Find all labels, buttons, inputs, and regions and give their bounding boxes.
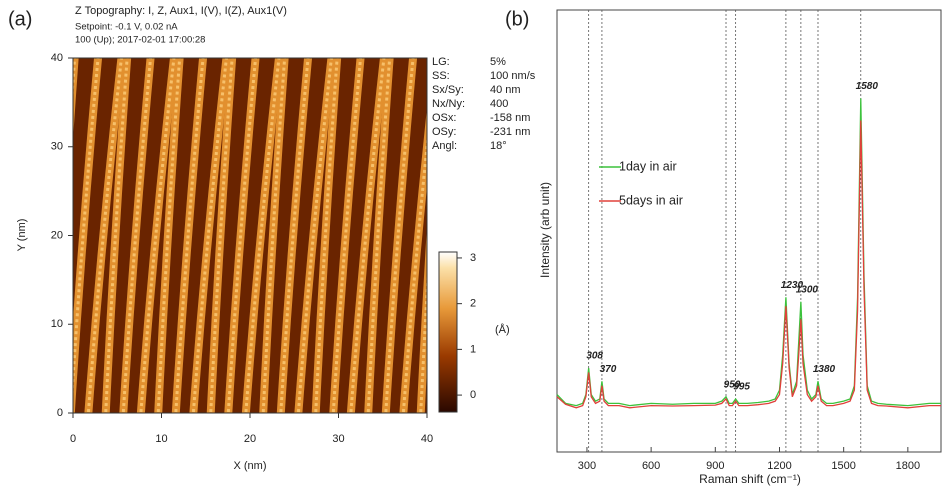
peak-label: 1380 [813,364,836,375]
peak-label: 308 [586,351,603,362]
molecular-chain-core [349,58,386,413]
parameter-name: SS: [432,70,450,82]
legend-label: 5days in air [619,193,683,207]
parameter-value: 18° [490,140,507,152]
parameter-name: Angl: [432,140,457,152]
peak-label: 1300 [796,284,819,295]
colorbar-tick-label: 2 [470,298,476,310]
series-line [556,98,941,407]
peak-label: 1580 [856,81,879,92]
parameter-name: Sx/Sy: [432,84,464,96]
parameter-name: OSy: [432,126,456,138]
molecular-chain-core [401,131,427,413]
parameter-value: 5% [490,56,506,68]
x-tick-label: 0 [70,433,76,445]
peak-label: 370 [600,364,617,375]
parameter-value: 400 [490,98,508,110]
molecular-chain-core [104,58,129,413]
x-tick-label: 30 [332,433,344,445]
parameter-name: Nx/Ny: [432,98,465,110]
molecular-chain-core [174,58,205,413]
subtitle: Setpoint: -0.1 V, 0.02 nA [75,22,178,33]
peak-label: 950 [724,379,741,390]
x-tick-label: 1500 [831,460,855,472]
parameter-name: LG: [432,56,450,68]
colorbar-label: (Å) [495,323,510,336]
series-line [556,120,941,409]
molecular-chain-core [121,58,153,413]
y-tick-label: 0 [57,407,63,419]
molecular-chain-core [244,58,281,413]
panel-label: (b) [505,8,529,30]
x-tick-label: 1200 [767,460,791,472]
molecular-chain-core [366,58,392,413]
molecular-chain-core [73,58,100,402]
y-axis-label: Intensity (arb unit) [538,182,552,278]
peak-label: 995 [733,382,750,393]
x-tick-label: 600 [642,460,660,472]
molecular-chain-core [384,58,415,413]
legend-label: 1day in air [619,159,677,173]
x-tick-label: 40 [421,433,433,445]
parameter-value: 40 nm [490,84,521,96]
peak-label: 1230 [781,280,804,291]
x-tick-label: 20 [244,433,256,445]
chart-title: Z Topography: I, Z, Aux1, I(V), I(Z), Au… [75,5,287,17]
molecular-chain-core [209,58,234,413]
y-tick-label: 30 [51,141,63,153]
molecular-chain-core [156,58,182,413]
molecular-chain-core [296,58,333,413]
panel-label: (a) [8,8,32,30]
molecular-chain-core [331,58,363,413]
plot-frame [556,9,942,453]
molecular-chain-core [226,58,258,413]
x-tick-label: 10 [155,433,167,445]
y-tick-label: 10 [51,318,63,330]
colorbar [438,251,458,413]
molecular-chain-core [191,58,228,413]
parameter-value: 100 nm/s [490,70,536,82]
colorbar-tick-label: 1 [470,343,476,355]
molecular-chain-core [86,58,123,413]
x-axis-label: Raman shift (cm⁻¹) [699,472,801,486]
x-tick-label: 900 [706,460,724,472]
stripes [73,58,427,413]
molecular-chain-core [261,58,287,413]
x-tick-label: 1800 [896,460,920,472]
parameter-name: OSx: [432,112,456,124]
y-tick-label: 40 [51,52,63,64]
colorbar-tick-label: 3 [470,252,476,264]
y-tick-label: 20 [51,229,63,241]
y-axis-label: Y (nm) [16,219,28,252]
subtitle: 100 (Up); 2017-02-01 17:00:28 [75,35,205,46]
colorbar-tick-label: 0 [470,389,476,401]
x-tick-label: 300 [578,460,596,472]
x-axis-label: X (nm) [234,460,267,472]
molecular-chain-core [139,58,176,413]
topography-image [73,58,427,413]
molecular-chain-core [314,58,339,413]
parameter-value: -231 nm [490,126,530,138]
parameter-value: -158 nm [490,112,530,124]
molecular-chain-core [279,58,310,413]
molecular-chain-core [419,267,427,413]
